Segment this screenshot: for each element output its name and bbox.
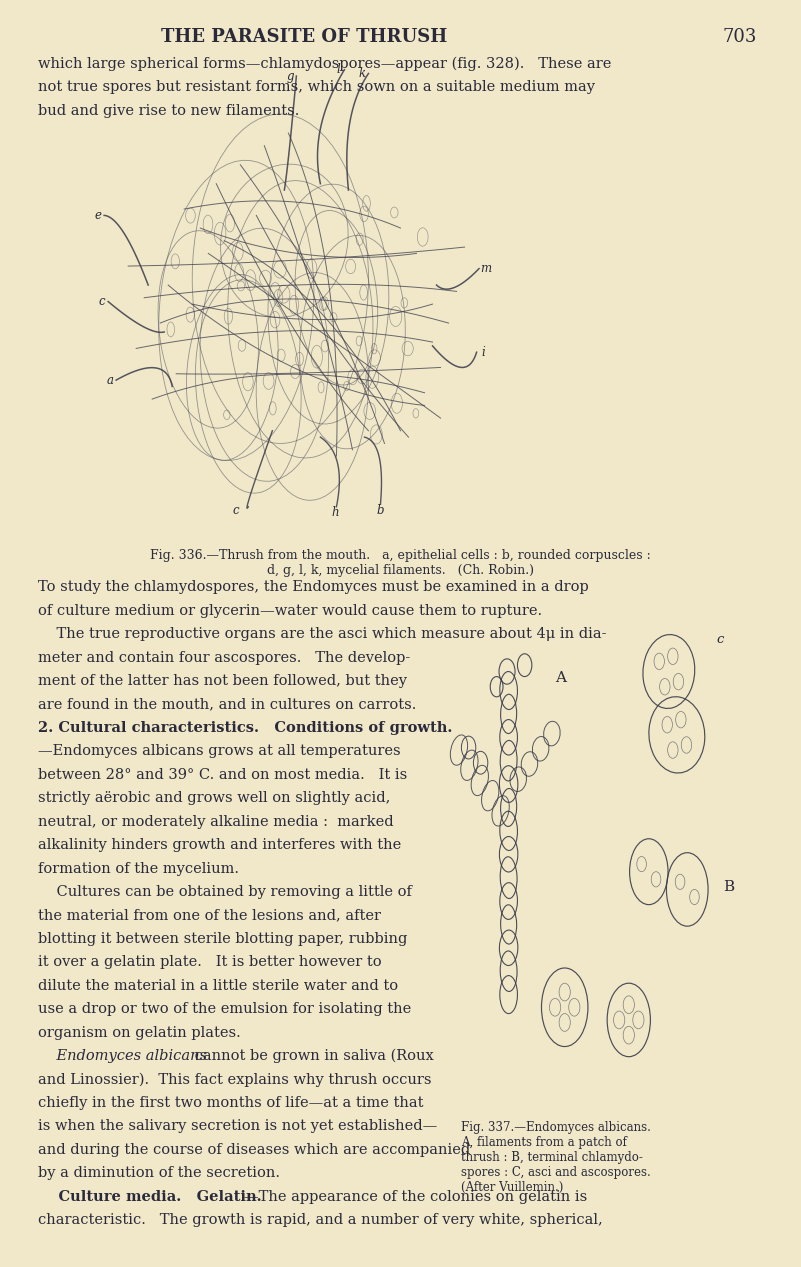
Text: —The appearance of the colonies on gelatin is: —The appearance of the colonies on gelat… xyxy=(244,1190,588,1204)
Text: ment of the latter has not been followed, but they: ment of the latter has not been followed… xyxy=(38,674,408,688)
Text: b: b xyxy=(376,504,384,517)
Text: are found in the mouth, and in cultures on carrots.: are found in the mouth, and in cultures … xyxy=(38,697,417,712)
Text: To study the chlamydospores, the Endomyces must be examined in a drop: To study the chlamydospores, the Endomyc… xyxy=(38,580,590,594)
Text: cannot be grown in saliva (Roux: cannot be grown in saliva (Roux xyxy=(190,1049,433,1063)
Text: c: c xyxy=(99,295,105,308)
Text: a: a xyxy=(107,374,113,386)
Text: is when the salivary secretion is not yet established—: is when the salivary secretion is not ye… xyxy=(38,1120,437,1134)
Text: Endomyces albicans: Endomyces albicans xyxy=(38,1049,207,1063)
Text: neutral, or moderately alkaline media :  marked: neutral, or moderately alkaline media : … xyxy=(38,815,394,829)
Text: by a diminution of the secretion.: by a diminution of the secretion. xyxy=(38,1166,280,1181)
Text: g: g xyxy=(286,70,294,82)
Text: h: h xyxy=(331,506,339,518)
Text: chiefly in the first two months of life—at a time that: chiefly in the first two months of life—… xyxy=(38,1096,424,1110)
Text: between 28° and 39° C. and on most media.   It is: between 28° and 39° C. and on most media… xyxy=(38,768,408,782)
Text: and during the course of diseases which are accompanied: and during the course of diseases which … xyxy=(38,1143,471,1157)
Text: THE PARASITE OF THRUSH: THE PARASITE OF THRUSH xyxy=(161,28,448,46)
Text: of culture medium or glycerin—water would cause them to rupture.: of culture medium or glycerin—water woul… xyxy=(38,603,542,618)
Text: strictly aërobic and grows well on slightly acid,: strictly aërobic and grows well on sligh… xyxy=(38,791,391,806)
Text: meter and contain four ascospores.   The develop-: meter and contain four ascospores. The d… xyxy=(38,651,411,665)
Text: the material from one of the lesions and, after: the material from one of the lesions and… xyxy=(38,908,381,922)
Text: bud and give rise to new filaments.: bud and give rise to new filaments. xyxy=(38,104,300,118)
Text: blotting it between sterile blotting paper, rubbing: blotting it between sterile blotting pap… xyxy=(38,931,408,946)
Text: characteristic.   The growth is rapid, and a number of very white, spherical,: characteristic. The growth is rapid, and… xyxy=(38,1213,603,1228)
Text: Culture media.   Gelatin.: Culture media. Gelatin. xyxy=(38,1190,262,1204)
Text: l: l xyxy=(336,63,340,76)
Text: A: A xyxy=(555,670,566,685)
Text: and Linossier).  This fact explains why thrush occurs: and Linossier). This fact explains why t… xyxy=(38,1072,432,1087)
Text: formation of the mycelium.: formation of the mycelium. xyxy=(38,862,239,875)
Text: Fig. 337.—Endomyces albicans.
A, filaments from a patch of
thrush : B, terminal : Fig. 337.—Endomyces albicans. A, filamen… xyxy=(461,1121,650,1195)
Text: use a drop or two of the emulsion for isolating the: use a drop or two of the emulsion for is… xyxy=(38,1002,412,1016)
Text: Fig. 336.—Thrush from the mouth.   a, epithelial cells : b, rounded corpuscles :: Fig. 336.—Thrush from the mouth. a, epit… xyxy=(150,549,651,576)
Text: 703: 703 xyxy=(723,28,757,46)
Text: —Endomyces albicans grows at all temperatures: —Endomyces albicans grows at all tempera… xyxy=(38,744,401,759)
Text: organism on gelatin plates.: organism on gelatin plates. xyxy=(38,1025,241,1040)
Text: k: k xyxy=(359,67,365,80)
Text: B: B xyxy=(723,879,735,895)
Text: c: c xyxy=(717,634,724,646)
Text: alkalinity hinders growth and interferes with the: alkalinity hinders growth and interferes… xyxy=(38,839,401,853)
Text: i: i xyxy=(481,346,485,359)
Text: dilute the material in a little sterile water and to: dilute the material in a little sterile … xyxy=(38,978,399,993)
Text: it over a gelatin plate.   It is better however to: it over a gelatin plate. It is better ho… xyxy=(38,955,382,969)
Text: The true reproductive organs are the asci which measure about 4μ in dia-: The true reproductive organs are the asc… xyxy=(38,627,607,641)
Text: c: c xyxy=(233,504,239,517)
Text: Cultures can be obtained by removing a little of: Cultures can be obtained by removing a l… xyxy=(38,884,413,900)
Text: m: m xyxy=(480,262,491,275)
Text: which large spherical forms—chlamydospores—appear (fig. 328).   These are: which large spherical forms—chlamydospor… xyxy=(38,57,612,71)
Text: not true spores but resistant forms, which sown on a suitable medium may: not true spores but resistant forms, whi… xyxy=(38,81,595,95)
Text: 2. Cultural characteristics.   Conditions of growth.: 2. Cultural characteristics. Conditions … xyxy=(38,721,453,735)
Text: e: e xyxy=(95,209,101,222)
